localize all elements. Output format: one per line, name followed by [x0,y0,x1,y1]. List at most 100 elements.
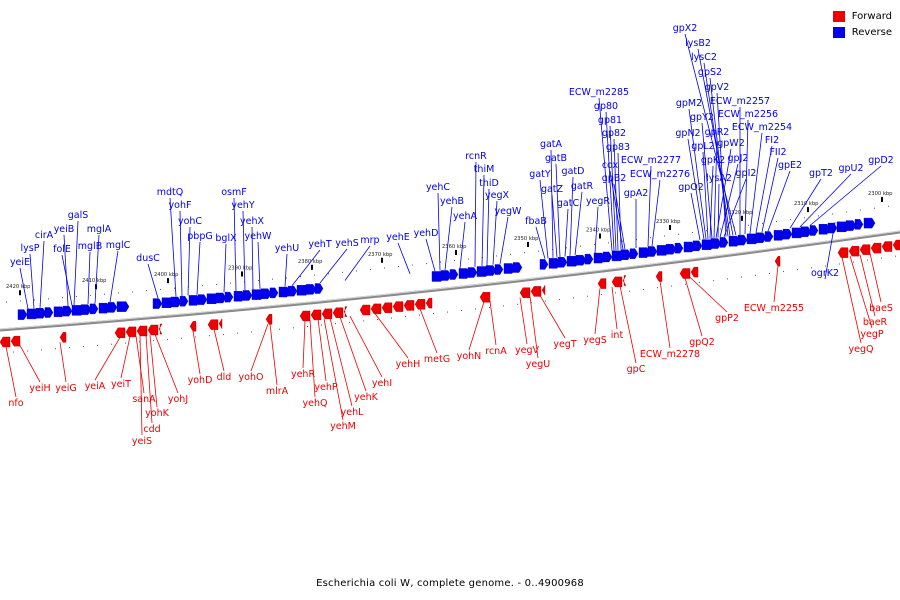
gene-label-mrp[interactable]: mrp [360,235,379,246]
reverse-gene-arrow[interactable] [467,267,478,278]
gene-label-mglC[interactable]: mglC [106,240,131,251]
gene-label-gpY2[interactable]: gpY2 [690,112,714,123]
gene-label-mglA[interactable]: mglA [87,224,112,235]
gene-label-baeS[interactable]: baeS [869,303,893,314]
gene-label-yehY[interactable]: yehY [231,200,254,211]
gene-label-yohO[interactable]: yohO [239,372,264,383]
reverse-gene-arrow[interactable] [485,265,497,276]
gene-label-yohD[interactable]: yohD [188,375,213,386]
gene-label-yeiB[interactable]: yeiB [54,224,75,235]
gene-label-gpC[interactable]: gpC [627,364,646,375]
forward-gene-arrow[interactable] [690,266,699,278]
gene-label-baeR[interactable]: baeR [863,317,888,328]
gene-label-cdd[interactable]: cdd [143,424,160,435]
reverse-gene-arrow[interactable] [800,226,812,237]
reverse-gene-arrow[interactable] [269,287,279,299]
gene-label-gpS2[interactable]: gpS2 [698,67,722,78]
gene-label-yohF[interactable]: yohF [169,200,192,211]
gene-label-gpO2[interactable]: gpO2 [678,182,704,193]
gene-label-gpN2[interactable]: gpN2 [675,128,700,139]
forward-gene-arrow[interactable] [114,327,126,339]
reverse-gene-arrow[interactable] [107,302,118,313]
gene-label-yehS[interactable]: yehS [335,238,359,249]
gene-label-ECW_m2277[interactable]: ECW_m2277 [621,155,681,166]
reverse-gene-arrow[interactable] [224,291,234,303]
reverse-gene-arrow[interactable] [755,232,767,243]
forward-gene-arrow[interactable] [147,324,159,336]
gene-label-gpJ2[interactable]: gpJ2 [728,153,749,164]
reverse-gene-arrow[interactable] [287,285,298,297]
reverse-gene-arrow[interactable] [782,228,793,240]
forward-gene-arrow[interactable] [679,268,691,279]
gene-label-yehX[interactable]: yehX [240,216,264,227]
forward-gene-arrow[interactable] [892,239,900,251]
gene-label-gpL2[interactable]: gpL2 [691,141,714,152]
reverse-gene-arrow[interactable] [215,292,227,304]
gene-label-gatA[interactable]: gatA [540,139,563,150]
gene-label-yegX[interactable]: yegX [485,190,509,201]
forward-gene-arrow[interactable] [611,276,623,288]
gene-label-yehI[interactable]: yehI [372,378,392,389]
gene-label-yehQ[interactable]: yehQ [303,398,328,409]
reverse-gene-arrow[interactable] [152,298,163,309]
reverse-gene-arrow[interactable] [62,305,73,317]
gene-label-gpX2[interactable]: gpX2 [673,23,698,34]
reverse-gene-arrow[interactable] [665,244,677,255]
forward-gene-arrow[interactable] [343,306,348,317]
gene-label-yegR[interactable]: yegR [586,196,610,207]
gene-label-lysC2[interactable]: lysC2 [691,52,717,63]
forward-gene-arrow[interactable] [655,271,663,282]
forward-gene-arrow[interactable] [136,325,148,337]
reverse-gene-arrow[interactable] [764,231,774,242]
forward-gene-arrow[interactable] [370,303,382,315]
forward-gene-arrow[interactable] [870,242,882,254]
gene-label-mdtQ[interactable]: mdtQ [157,187,184,198]
gene-label-FII2[interactable]: FII2 [769,147,786,158]
reverse-gene-arrow[interactable] [80,304,92,315]
forward-gene-arrow[interactable] [125,326,137,338]
gene-label-ogrK2[interactable]: ogrK2 [811,268,839,279]
forward-gene-arrow[interactable] [597,278,607,289]
gene-label-yehW[interactable]: yehW [245,231,272,242]
gene-label-pbpG[interactable]: pbpG [187,231,212,242]
gene-label-yeiA[interactable]: yeiA [85,381,106,392]
gene-label-yehM[interactable]: yehM [330,421,356,432]
gene-label-int[interactable]: int [611,330,624,341]
gene-label-yeiE[interactable]: yeiE [10,257,30,268]
reverse-gene-arrow[interactable] [89,303,99,315]
gene-label-cirA[interactable]: cirA [35,230,54,241]
reverse-gene-arrow[interactable] [863,217,876,229]
gene-label-rcnA[interactable]: rcnA [485,346,507,357]
reverse-gene-arrow[interactable] [629,248,639,259]
gene-label-gpI2[interactable]: gpI2 [736,168,757,179]
forward-gene-arrow[interactable] [332,307,344,318]
gene-label-yehT[interactable]: yehT [308,239,331,250]
forward-gene-arrow[interactable] [218,317,223,330]
reverse-gene-arrow[interactable] [710,238,722,249]
forward-gene-arrow[interactable] [479,292,491,303]
gene-label-nfo[interactable]: nfo [8,398,23,409]
reverse-gene-arrow[interactable] [620,249,632,260]
gene-label-yegU[interactable]: yegU [526,359,550,370]
reverse-gene-arrow[interactable] [719,237,729,248]
gene-label-gpT2[interactable]: gpT2 [809,168,833,179]
gene-label-lysA2[interactable]: lysA2 [706,173,732,184]
gene-label-rcnR[interactable]: rcnR [465,151,487,162]
gene-label-yehU[interactable]: yehU [275,243,299,254]
forward-gene-arrow[interactable] [158,323,163,335]
reverse-gene-arrow[interactable] [845,220,857,231]
reverse-gene-arrow[interactable] [575,254,587,266]
gene-label-ECW_m2256[interactable]: ECW_m2256 [718,109,778,120]
gene-label-yehK[interactable]: yehK [354,392,378,403]
reverse-gene-arrow[interactable] [827,222,838,234]
forward-gene-arrow[interactable] [359,304,371,316]
gene-label-gatD[interactable]: gatD [562,166,585,177]
gene-label-yeiS[interactable]: yeiS [132,436,152,447]
gene-label-gatZ[interactable]: gatZ [541,184,564,195]
forward-gene-arrow[interactable] [881,241,893,252]
gene-label-yohC[interactable]: yohC [178,216,202,227]
gene-label-mlrA[interactable]: mlrA [266,386,289,397]
gene-label-yehH[interactable]: yehH [396,359,421,370]
reverse-gene-arrow[interactable] [35,308,47,319]
reverse-gene-arrow[interactable] [854,219,864,230]
